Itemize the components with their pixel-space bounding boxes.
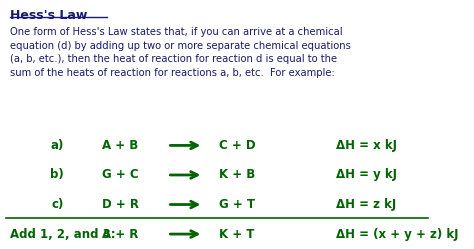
Text: b): b) — [50, 169, 64, 182]
Text: D + R: D + R — [101, 198, 138, 211]
Text: K + T: K + T — [219, 228, 255, 241]
Text: G + T: G + T — [219, 198, 255, 211]
Text: Hess's Law: Hess's Law — [10, 9, 87, 22]
Text: C + D: C + D — [219, 139, 256, 152]
Text: G + C: G + C — [102, 169, 138, 182]
Text: a): a) — [51, 139, 64, 152]
Text: Add 1, 2, and 3:: Add 1, 2, and 3: — [10, 228, 116, 241]
Text: A + R: A + R — [102, 228, 138, 241]
Text: ΔH = (x + y + z) kJ: ΔH = (x + y + z) kJ — [336, 228, 458, 241]
Text: K + B: K + B — [219, 169, 255, 182]
Text: A + B: A + B — [102, 139, 138, 152]
Text: ΔH = z kJ: ΔH = z kJ — [336, 198, 396, 211]
Text: ΔH = y kJ: ΔH = y kJ — [336, 169, 397, 182]
Text: c): c) — [52, 198, 64, 211]
Text: One form of Hess's Law states that, if you can arrive at a chemical
equation (d): One form of Hess's Law states that, if y… — [10, 27, 351, 78]
Text: ΔH = x kJ: ΔH = x kJ — [336, 139, 397, 152]
